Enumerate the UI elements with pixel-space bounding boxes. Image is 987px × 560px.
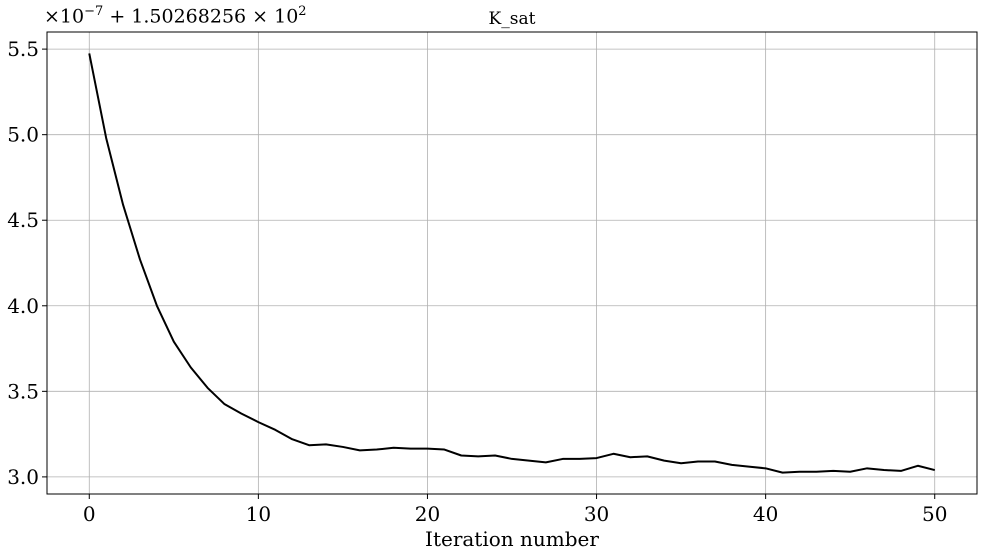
- y-tick-label: 4.5: [7, 208, 39, 232]
- x-axis-ticks: 0 10 20 30 40 50: [83, 494, 947, 526]
- series-group: [88, 53, 935, 474]
- plot-area-frame: [46, 31, 978, 495]
- y-axis-ticks: 3.0 3.5 4.0 4.5 5.0 5.5: [7, 37, 47, 489]
- x-tick-label: 0: [83, 502, 96, 526]
- x-tick-label: 50: [922, 502, 947, 526]
- x-tick-label: 20: [415, 502, 440, 526]
- y-tick-label: 3.5: [7, 379, 39, 403]
- axis-offset-label: ×10−7 + 1.50268256 × 102: [44, 4, 307, 28]
- y-tick-label: 5.0: [7, 123, 39, 147]
- x-axis-label: Iteration number: [425, 527, 599, 551]
- chart-title: K_sat: [489, 9, 536, 29]
- x-tick-label: 10: [246, 502, 271, 526]
- series-line: [88, 53, 935, 474]
- x-tick-label: 30: [584, 502, 609, 526]
- y-tick-label: 4.0: [7, 294, 39, 318]
- y-tick-label: 5.5: [7, 37, 39, 61]
- x-tick-label: 40: [753, 502, 778, 526]
- grid-lines: [47, 32, 977, 494]
- y-tick-label: 3.0: [7, 465, 39, 489]
